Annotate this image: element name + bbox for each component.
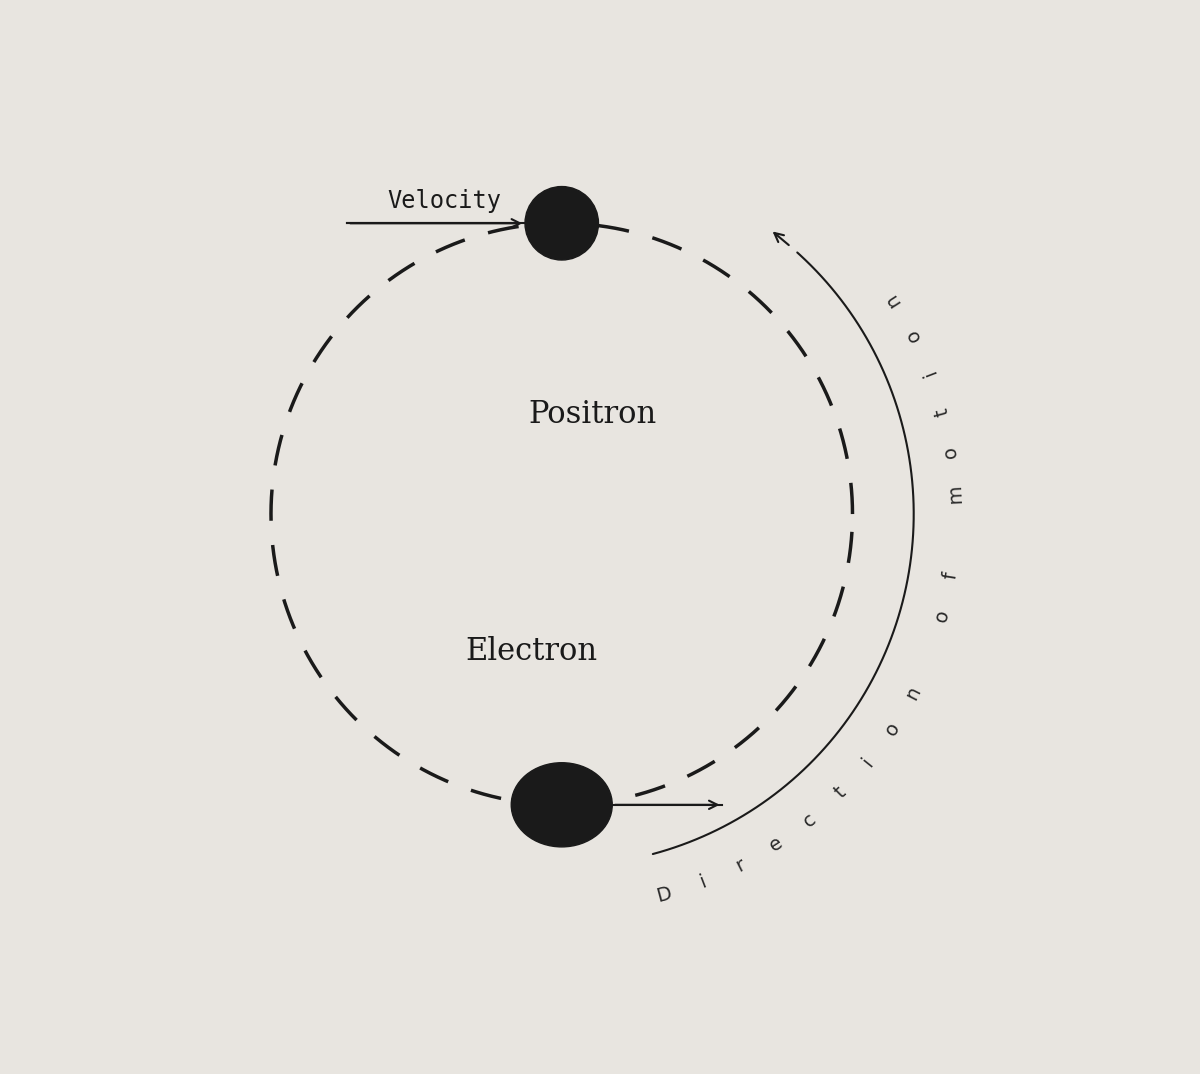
- Text: i: i: [859, 754, 877, 770]
- Text: t: t: [830, 783, 850, 802]
- Text: e: e: [766, 833, 786, 856]
- Text: o: o: [931, 608, 953, 624]
- Text: o: o: [941, 445, 961, 460]
- Ellipse shape: [511, 763, 612, 847]
- Text: D: D: [654, 884, 673, 905]
- Text: m: m: [946, 483, 965, 504]
- Text: i: i: [919, 367, 940, 379]
- Text: c: c: [799, 810, 820, 831]
- Text: Electron: Electron: [466, 636, 598, 667]
- Text: r: r: [733, 855, 749, 875]
- Text: Positron: Positron: [528, 400, 656, 430]
- Text: n: n: [901, 683, 924, 702]
- Text: f: f: [941, 570, 961, 581]
- Text: o: o: [881, 719, 904, 739]
- Text: n: n: [881, 289, 904, 309]
- Text: Velocity: Velocity: [386, 189, 500, 214]
- Text: o: o: [901, 325, 924, 345]
- Text: t: t: [932, 406, 953, 418]
- Text: i: i: [697, 872, 709, 891]
- Circle shape: [526, 187, 599, 260]
